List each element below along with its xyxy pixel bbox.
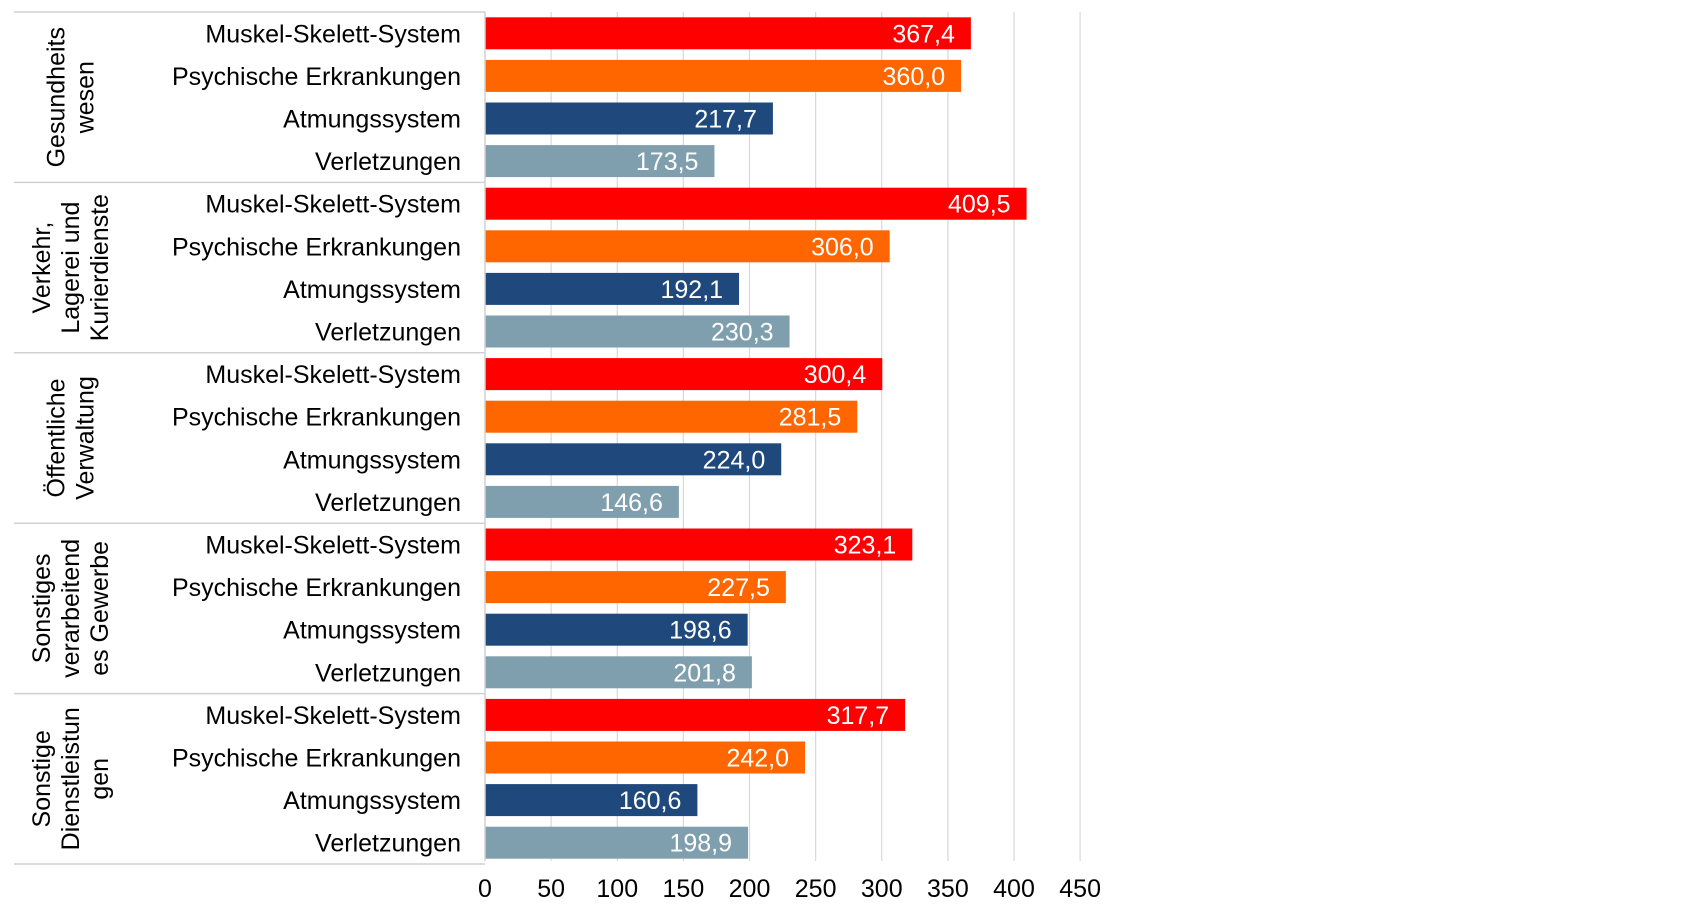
category-label: Verletzungen [315, 148, 461, 176]
bar [485, 698, 906, 731]
group-label-line: Verwaltung [72, 376, 100, 500]
data-label: 201,8 [673, 659, 736, 687]
data-label: 198,6 [669, 617, 732, 645]
group-label-line: Dienstleistun [57, 707, 85, 850]
group-label-line: Öffentliche [43, 378, 71, 497]
data-label: 242,0 [726, 745, 789, 773]
group-label: Verkehr,Lagerei undKurierdienste [28, 194, 114, 341]
group-label-line: gen [86, 758, 114, 800]
x-tick-label: 0 [478, 875, 492, 903]
x-tick-label: 100 [596, 875, 638, 903]
bar [485, 741, 806, 774]
group-label-line: wesen [72, 61, 100, 134]
data-label: 198,9 [669, 830, 732, 858]
x-tick-labels: 0 50 100 150 200 250 300 350 400 450 [478, 875, 1101, 903]
bar [485, 784, 698, 817]
category-label: Verletzungen [315, 659, 461, 687]
bar [485, 315, 790, 348]
group-label-line: Sonstiges [28, 554, 56, 664]
category-label: Atmungssystem [283, 446, 461, 474]
group-label: Sonstigesverarbeitendes Gewerbe [28, 539, 114, 678]
data-label: 367,4 [892, 20, 955, 48]
data-label: 323,1 [834, 532, 897, 560]
x-tick-label: 300 [861, 875, 903, 903]
bar [485, 17, 971, 50]
bar [485, 145, 715, 178]
bar [485, 613, 748, 646]
category-label: Atmungssystem [283, 276, 461, 304]
category-label: Verletzungen [315, 319, 461, 347]
group-label-line: verarbeitend [57, 539, 85, 678]
group-separators [14, 11, 485, 865]
bar [485, 59, 962, 92]
x-tick-label: 200 [729, 875, 771, 903]
category-label: Atmungssystem [283, 617, 461, 645]
data-label: 281,5 [779, 404, 842, 432]
bar [485, 272, 740, 305]
group-label: ÖffentlicheVerwaltung [43, 376, 100, 500]
group-label-line: es Gewerbe [86, 541, 114, 676]
bar [485, 571, 786, 604]
category-label: Psychische Erkrankungen [172, 404, 461, 432]
category-label: Psychische Erkrankungen [172, 574, 461, 602]
category-label: Psychische Erkrankungen [172, 63, 461, 91]
x-tick-label: 150 [663, 875, 705, 903]
group-label: SonstigeDienstleistungen [28, 707, 114, 850]
group-label-line: Sonstige [28, 730, 56, 827]
category-label: Verletzungen [315, 830, 461, 858]
category-label: Verletzungen [315, 489, 461, 517]
group-label: Gesundheitswesen [43, 27, 100, 167]
data-label: 317,7 [827, 702, 890, 730]
category-label: Atmungssystem [283, 106, 461, 134]
data-label: 360,0 [883, 63, 946, 91]
x-tick-label: 50 [537, 875, 565, 903]
group-label-line: Gesundheits [43, 27, 71, 167]
category-label: Psychische Erkrankungen [172, 233, 461, 261]
data-label: 300,4 [804, 361, 867, 389]
group-label-line: Verkehr, [28, 222, 56, 314]
bar [485, 187, 1027, 220]
category-label: Muskel-Skelett-System [205, 20, 461, 48]
bar [485, 102, 773, 135]
category-label: Muskel-Skelett-System [205, 532, 461, 560]
bar [485, 443, 782, 476]
group-label-line: Kurierdienste [86, 194, 114, 341]
category-label: Muskel-Skelett-System [205, 361, 461, 389]
data-label: 217,7 [694, 106, 757, 134]
category-labels: Muskel-Skelett-System Psychische Erkranku… [172, 20, 461, 857]
value-labels: 367,4 360,0 217,7 173,5 409,5 306,0 192,1 230,3… [600, 20, 1010, 857]
data-label: 192,1 [660, 276, 723, 304]
x-tick-label: 400 [993, 875, 1035, 903]
data-label: 173,5 [636, 148, 699, 176]
data-label: 146,6 [600, 489, 663, 517]
category-label: Muskel-Skelett-System [205, 702, 461, 730]
bar [485, 826, 749, 859]
bar [485, 485, 679, 518]
bar [485, 528, 913, 561]
category-label: Atmungssystem [283, 787, 461, 815]
data-label: 409,5 [948, 191, 1011, 219]
category-label: Psychische Erkrankungen [172, 745, 461, 773]
data-label: 227,5 [707, 574, 770, 602]
x-tick-label: 450 [1059, 875, 1101, 903]
bar [485, 656, 752, 689]
bar [485, 230, 890, 263]
data-label: 230,3 [711, 319, 774, 347]
category-label: Muskel-Skelett-System [205, 191, 461, 219]
data-label: 306,0 [811, 233, 874, 261]
bar [485, 358, 883, 391]
bars [485, 17, 1027, 859]
x-tick-label: 250 [795, 875, 837, 903]
group-label-line: Lagerei und [57, 202, 85, 334]
bar [485, 400, 858, 433]
data-label: 160,6 [619, 787, 682, 815]
data-label: 224,0 [703, 446, 766, 474]
group-labels: Gesundheitswesen Verkehr,Lagerei undKurie… [28, 27, 114, 850]
gridlines [550, 12, 1081, 861]
x-tick-label: 350 [927, 875, 969, 903]
